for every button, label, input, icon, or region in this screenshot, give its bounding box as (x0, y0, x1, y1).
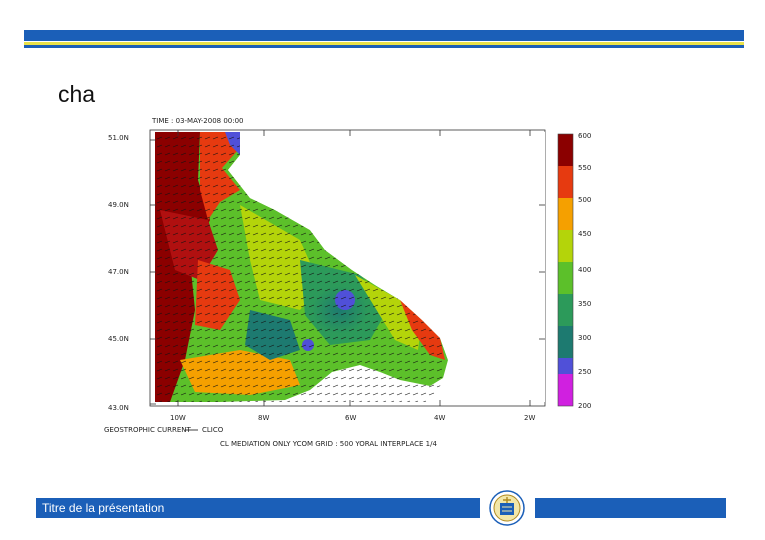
footer-bar: Titre de la présentation (36, 498, 480, 518)
lat-label: 49.0N (108, 201, 129, 209)
header-stripe-blue (24, 30, 744, 41)
lon-label: 10W (170, 414, 186, 422)
colorbar-swatch (558, 198, 573, 230)
colorbar-label: 400 (578, 266, 591, 274)
colorbar-label: 300 (578, 334, 591, 342)
lat-label: 45.0N (108, 335, 129, 343)
header-stripe-blue-thin (24, 45, 744, 48)
colorbar-label: 350 (578, 300, 591, 308)
time-label: TIME : 03-MAY-2008 00:00 (151, 117, 244, 125)
lon-label: 2W (524, 414, 535, 422)
colorbar-swatch (558, 326, 573, 358)
footer-bar-right (535, 498, 726, 518)
colorbar-label: 250 (578, 368, 591, 376)
colorbar-swatch (558, 134, 573, 166)
lon-label: 6W (345, 414, 356, 422)
slide-title: cha (58, 81, 96, 107)
colorbar-label: 200 (578, 402, 591, 410)
colorbar (557, 133, 574, 407)
colorbar-swatch (558, 294, 573, 326)
lat-label: 51.0N (108, 134, 129, 142)
colorbar-swatch (558, 230, 573, 262)
header-stripes (24, 30, 744, 48)
colorbar-swatch (558, 166, 573, 198)
lat-label: 43.0N (108, 404, 129, 412)
header-stripe-yellow (24, 42, 744, 45)
map-svg: TIME : 03-MAY-2008 00:00 (104, 117, 591, 448)
colorbar-label: 550 (578, 164, 591, 172)
figure-caption: CL MEDIATION ONLY YCOM GRID : 500 YORAL … (220, 440, 437, 448)
colorbar-swatch (558, 262, 573, 294)
colorbar-swatch (558, 374, 573, 406)
axis-ticks (150, 130, 545, 406)
ocean-map-figure: TIME : 03-MAY-2008 00:00 (100, 110, 600, 455)
vector-legend-label: GEOSTROPHIC CURRENT (104, 426, 192, 434)
colorbar-label: 600 (578, 132, 591, 140)
colorbar-label: 500 (578, 196, 591, 204)
lon-label: 4W (434, 414, 445, 422)
lon-label: 8W (258, 414, 269, 422)
sea-field (155, 132, 545, 402)
colorbar-label: 450 (578, 230, 591, 238)
footer-title: Titre de la présentation (42, 501, 165, 515)
vector-legend-unit: CLICO (202, 426, 224, 434)
emblem-logo-icon (489, 490, 525, 526)
lat-label: 47.0N (108, 268, 129, 276)
